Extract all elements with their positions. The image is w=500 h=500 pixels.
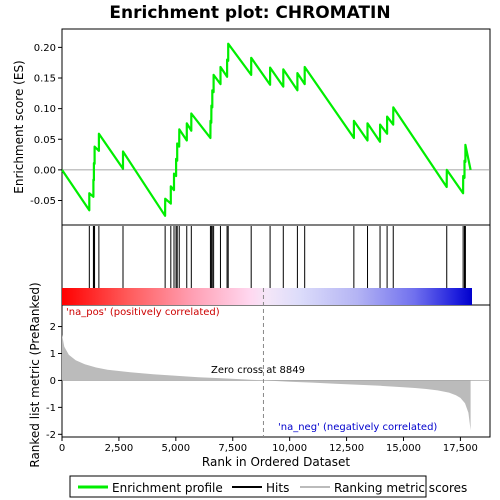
x-axis: 0 2,500 5,000 7,500 10,000 12,500 15,000 17,500 xyxy=(59,437,478,454)
metric-panel xyxy=(61,304,491,438)
zero-cross-label: Zero cross at 8849 xyxy=(211,365,305,376)
metric-tick-label-3: 1 xyxy=(50,349,56,360)
pos-correlated-label: 'na_pos' (positively correlated) xyxy=(66,307,220,318)
es-tick-label-0: -0.05 xyxy=(30,196,56,207)
es-tick-label-5: 0.20 xyxy=(34,43,56,54)
es-tick-label-2: 0.05 xyxy=(34,135,56,146)
hit-lines xyxy=(88,226,466,288)
x-tick-label-2: 5,000 xyxy=(162,443,191,454)
x-tick-label-3: 7,500 xyxy=(218,443,247,454)
neg-correlated-label: 'na_neg' (negatively correlated) xyxy=(278,422,437,433)
x-tick-label-7: 17,500 xyxy=(443,443,478,454)
es-y-axis: -0.05 0.00 0.05 0.10 0.15 0.20 xyxy=(30,43,62,207)
rank-color-bar xyxy=(62,288,472,305)
x-tick-label-1: 2,500 xyxy=(105,443,134,454)
metric-y-axis-label: Ranked list metric (PreRanked) xyxy=(28,282,42,467)
es-tick-label-1: 0.00 xyxy=(34,165,56,176)
legend-metric-label: Ranking metric scores xyxy=(334,481,467,495)
legend-hits-label: Hits xyxy=(266,481,289,495)
x-tick-label-0: 0 xyxy=(59,443,65,454)
es-y-axis-label: Enrichment score (ES) xyxy=(12,60,26,193)
metric-tick-label-1: -1 xyxy=(46,403,56,414)
metric-tick-label-2: 0 xyxy=(50,376,56,387)
es-tick-label-3: 0.10 xyxy=(34,104,56,115)
es-panel xyxy=(61,28,491,226)
metric-tick-label-4: 2 xyxy=(50,322,56,333)
metric-y-axis: -2 -1 0 1 2 xyxy=(46,322,62,441)
legend-enrichment-label: Enrichment profile xyxy=(112,481,223,495)
chart-title: Enrichment plot: CHROMATIN xyxy=(109,3,390,23)
es-profile-line xyxy=(61,42,472,217)
ranking-metric-area xyxy=(62,334,490,431)
x-tick-label-5: 12,500 xyxy=(329,443,364,454)
metric-area-path xyxy=(62,334,471,431)
es-tick-label-4: 0.15 xyxy=(34,74,56,85)
x-tick-label-4: 10,000 xyxy=(272,443,307,454)
legend: Enrichment profile Hits Ranking metric s… xyxy=(69,475,467,498)
x-tick-label-6: 15,000 xyxy=(386,443,421,454)
x-axis-label: Rank in Ordered Dataset xyxy=(202,455,350,469)
enrichment-profile xyxy=(61,42,472,217)
metric-tick-label-0: -2 xyxy=(46,430,56,441)
